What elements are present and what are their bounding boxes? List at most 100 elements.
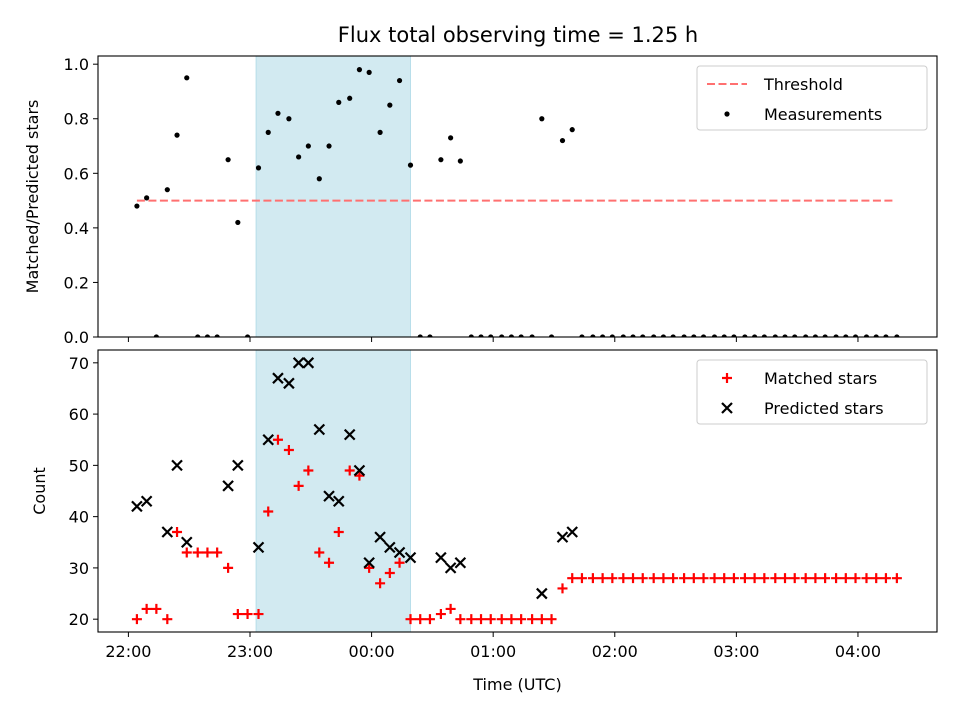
matched-star-marker: [719, 573, 730, 584]
predicted-star-marker: [140, 495, 153, 508]
measurement-point: [377, 129, 383, 135]
matched-star-marker: [293, 480, 304, 491]
top-legend-label: Threshold: [763, 75, 843, 94]
bottom-data-layer: [131, 357, 902, 625]
measurement-point: [670, 334, 676, 337]
predicted-star-marker: [566, 526, 578, 538]
matched-star-marker: [151, 603, 162, 614]
measurement-point: [195, 334, 201, 337]
matched-star-marker: [181, 547, 192, 558]
bottom-legend-label: Predicted stars: [764, 399, 884, 418]
measurement-point: [700, 334, 707, 337]
measurement-point: [822, 334, 828, 337]
matched-star-marker: [496, 614, 507, 625]
legend-predicted-swatch: [721, 402, 733, 414]
measurement-point: [711, 334, 718, 337]
matched-star-marker: [597, 573, 608, 584]
matched-star-marker: [415, 614, 426, 625]
matched-star-marker: [485, 614, 496, 625]
bottom-ytick-label: 60: [69, 405, 89, 424]
matched-star-marker: [466, 614, 477, 625]
matched-star-marker: [516, 614, 527, 625]
top-highlight-span: [255, 55, 411, 338]
matched-star-marker: [223, 562, 234, 573]
measurement-point: [863, 334, 870, 337]
measurement-point: [609, 334, 615, 337]
top-legend: Threshold Measurements: [696, 65, 928, 131]
measurement-point: [518, 334, 524, 337]
matched-star-marker: [618, 573, 629, 584]
measurement-point: [873, 334, 879, 337]
measurement-point: [508, 334, 515, 337]
measurement-point: [417, 334, 423, 337]
predicted-star-marker: [363, 557, 375, 569]
matched-star-marker: [242, 609, 253, 620]
matched-star-marker: [527, 614, 538, 625]
measurement-point: [833, 334, 839, 337]
predicted-star-marker: [171, 459, 183, 472]
measurement-point: [305, 143, 311, 149]
measurement-point: [326, 143, 332, 149]
measurement-point: [752, 334, 758, 337]
top-ytick-label: 0.6: [64, 164, 89, 183]
predicted-star-marker: [404, 551, 417, 564]
matched-star-marker: [840, 573, 851, 584]
matched-star-marker: [607, 573, 618, 584]
measurement-point: [772, 334, 778, 337]
predicted-star-marker: [131, 500, 143, 513]
top-axes-frame: [97, 55, 938, 338]
matched-star-marker: [272, 434, 283, 445]
matched-star-marker: [324, 557, 335, 568]
measurement-point: [579, 334, 585, 337]
matched-star-marker: [424, 614, 435, 625]
measurement-point: [265, 129, 271, 135]
measurement-point: [468, 334, 474, 337]
bottom-ytick-label: 40: [69, 508, 89, 527]
measurement-point: [164, 187, 170, 193]
measurement-point: [255, 165, 262, 171]
bottom-xlabel: Time (UTC): [472, 675, 561, 694]
measurement-point: [761, 334, 767, 337]
bottom-ytick-label: 30: [69, 559, 89, 578]
matched-star-marker: [192, 547, 203, 558]
bottom-xtick-label: 00:00: [349, 642, 395, 661]
measurement-point: [438, 157, 444, 163]
matched-star-marker: [546, 614, 557, 625]
measurement-point: [883, 334, 889, 337]
measurement-point: [316, 176, 322, 182]
matched-star-marker: [212, 547, 223, 558]
predicted-star-marker: [161, 526, 174, 538]
predicted-star-marker: [454, 557, 467, 569]
matched-star-marker: [131, 614, 142, 625]
matched-star-marker: [871, 573, 882, 584]
measurement-point: [448, 135, 454, 141]
bottom-legend: Matched stars Predicted stars: [696, 359, 928, 425]
matched-star-marker: [688, 573, 699, 584]
matched-star-marker: [658, 573, 669, 584]
measurement-point: [184, 75, 190, 81]
predicted-star-marker: [384, 541, 396, 554]
bottom-legend-label: Matched stars: [764, 369, 877, 388]
matched-star-marker: [364, 562, 375, 573]
matched-star-marker: [394, 557, 405, 568]
predicted-star-marker: [374, 531, 386, 543]
top-legend-box: [696, 65, 928, 131]
matched-star-marker: [709, 573, 720, 584]
measurement-point: [894, 334, 900, 337]
bottom-ylabel: Count: [30, 467, 49, 515]
bottom-xtick-label: 03:00: [713, 642, 759, 661]
measurement-point: [630, 334, 636, 337]
matched-star-marker: [375, 578, 386, 589]
matched-star-marker: [314, 547, 325, 558]
figure-title: Flux total observing time = 1.25 h: [338, 23, 698, 47]
measurement-point: [407, 162, 414, 168]
predicted-star-marker: [536, 587, 548, 600]
matched-star-marker: [263, 506, 274, 517]
measurement-point: [235, 219, 241, 226]
measurement-point: [803, 334, 809, 337]
matched-star-marker: [576, 573, 587, 584]
measurement-point: [286, 116, 292, 122]
bottom-xtick-label: 22:00: [105, 642, 151, 661]
matched-star-marker: [506, 614, 517, 625]
measurement-point: [396, 77, 403, 84]
